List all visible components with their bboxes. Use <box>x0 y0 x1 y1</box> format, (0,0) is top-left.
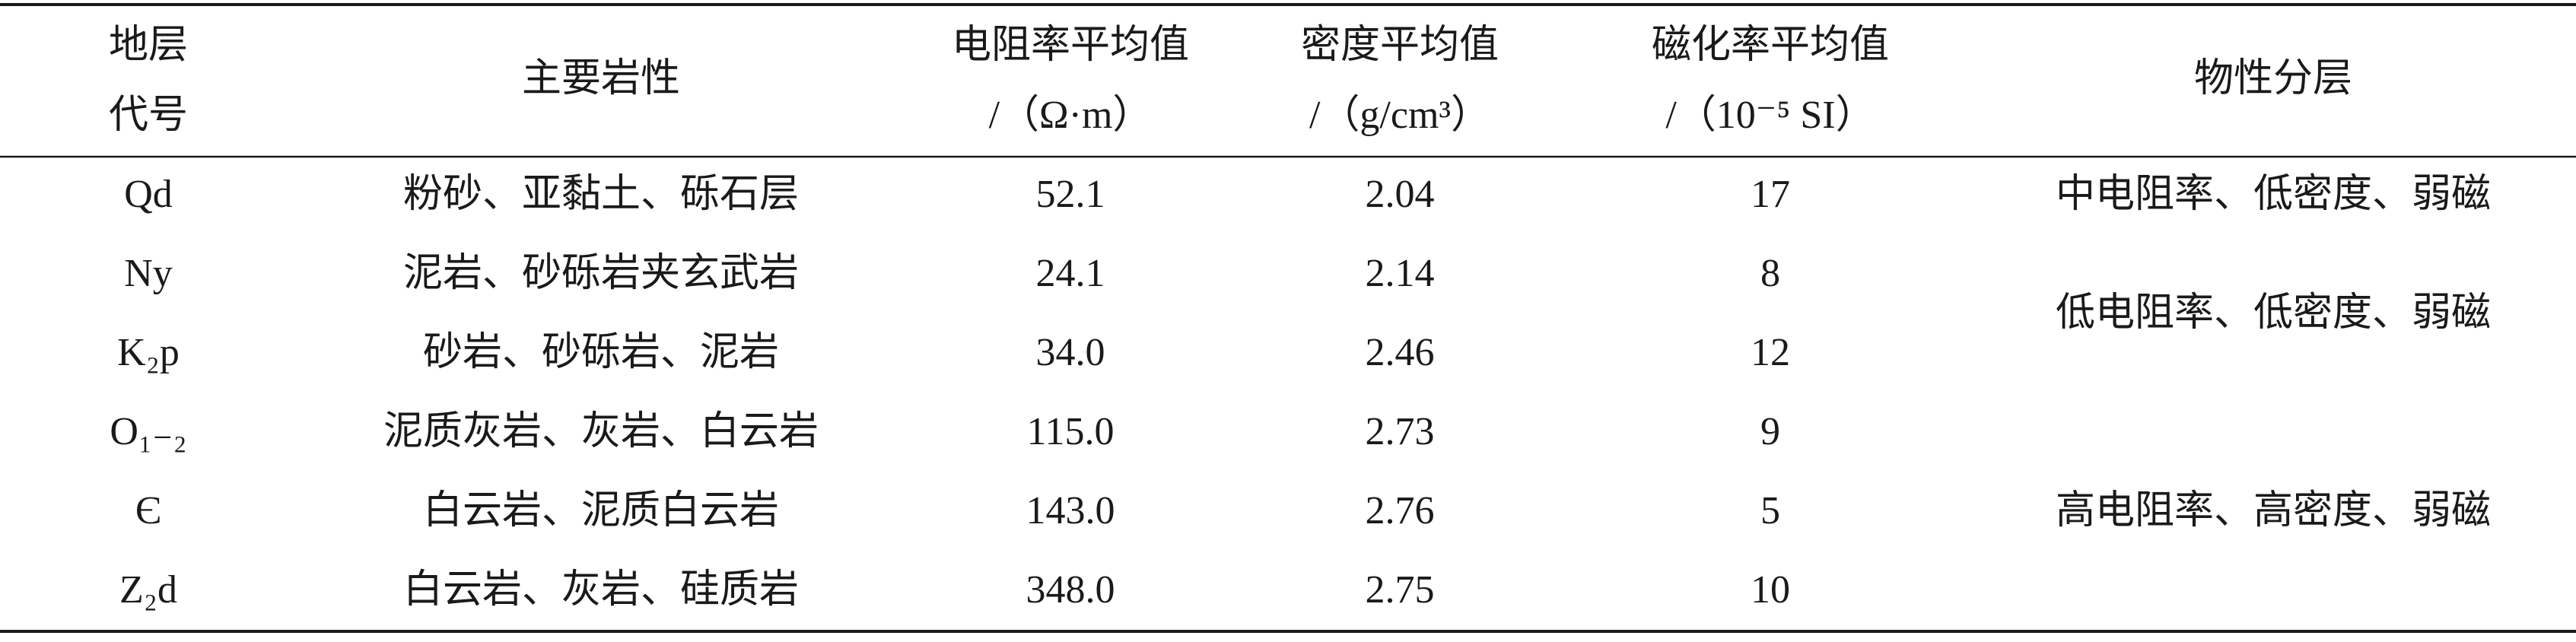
table-cell: 52.1 <box>1036 173 1105 216</box>
header-cell: 主要岩性 <box>522 57 680 100</box>
stratum-code: O₁₋₂ <box>110 410 186 453</box>
header-cell: 物性分层 <box>2194 57 2352 100</box>
table-cell: 2.73 <box>1366 410 1435 453</box>
table-cell: 2.76 <box>1366 489 1435 532</box>
table-cell: 2.04 <box>1366 173 1435 216</box>
table-cell: 2.75 <box>1366 568 1435 612</box>
stratum-code: Z₂d <box>119 568 177 612</box>
table-cell: 9 <box>1760 410 1780 453</box>
table-cell: 24.1 <box>1036 252 1105 295</box>
header-cell: 地层 <box>109 24 188 67</box>
stratum-code: Є <box>135 489 161 532</box>
header-cell: 磁化率平均值 <box>1652 24 1889 67</box>
table-cell: 泥岩、砂砾岩夹玄武岩 <box>403 252 799 295</box>
table-cell: 5 <box>1760 489 1780 532</box>
stratum-code: Qd <box>124 173 173 216</box>
header-cell: /（10⁻⁵ SI） <box>1665 94 1875 137</box>
table-cell: 12 <box>1751 331 1790 374</box>
table-cell: 34.0 <box>1036 331 1105 374</box>
table-cell: 8 <box>1760 252 1780 295</box>
stratum-code: K₂p <box>117 331 180 374</box>
table-cell: 粉砂、亚黏土、砾石层 <box>403 173 799 216</box>
table-cell: 10 <box>1751 568 1790 612</box>
header-cell: 密度平均值 <box>1301 24 1499 67</box>
table-cell: 泥质灰岩、灰岩、白云岩 <box>383 410 819 453</box>
class-cell: 中电阻率、低密度、弱磁 <box>2056 173 2491 216</box>
table-cell: 143.0 <box>1026 489 1115 532</box>
table-cell: 2.14 <box>1366 252 1435 295</box>
header-cell: /（Ω·m） <box>989 94 1153 137</box>
table-cell: 348.0 <box>1026 568 1115 612</box>
table-cell: 2.46 <box>1366 331 1435 374</box>
header-cell: /（g/cm³） <box>1309 94 1490 137</box>
table-cell: 115.0 <box>1026 410 1114 453</box>
stratum-code: Ny <box>124 252 173 295</box>
header-cell: 电阻率平均值 <box>952 24 1189 67</box>
table-cell: 白云岩、泥质白云岩 <box>423 489 779 532</box>
table-cell: 砂岩、砂砾岩、泥岩 <box>423 331 779 374</box>
class-cell: 低电阻率、低密度、弱磁 <box>2056 291 2491 335</box>
class-cell: 高电阻率、高密度、弱磁 <box>2056 489 2491 532</box>
table-cell: 白云岩、灰岩、硅质岩 <box>403 568 799 612</box>
table-cell: 17 <box>1751 173 1790 216</box>
header-cell: 代号 <box>109 94 188 137</box>
